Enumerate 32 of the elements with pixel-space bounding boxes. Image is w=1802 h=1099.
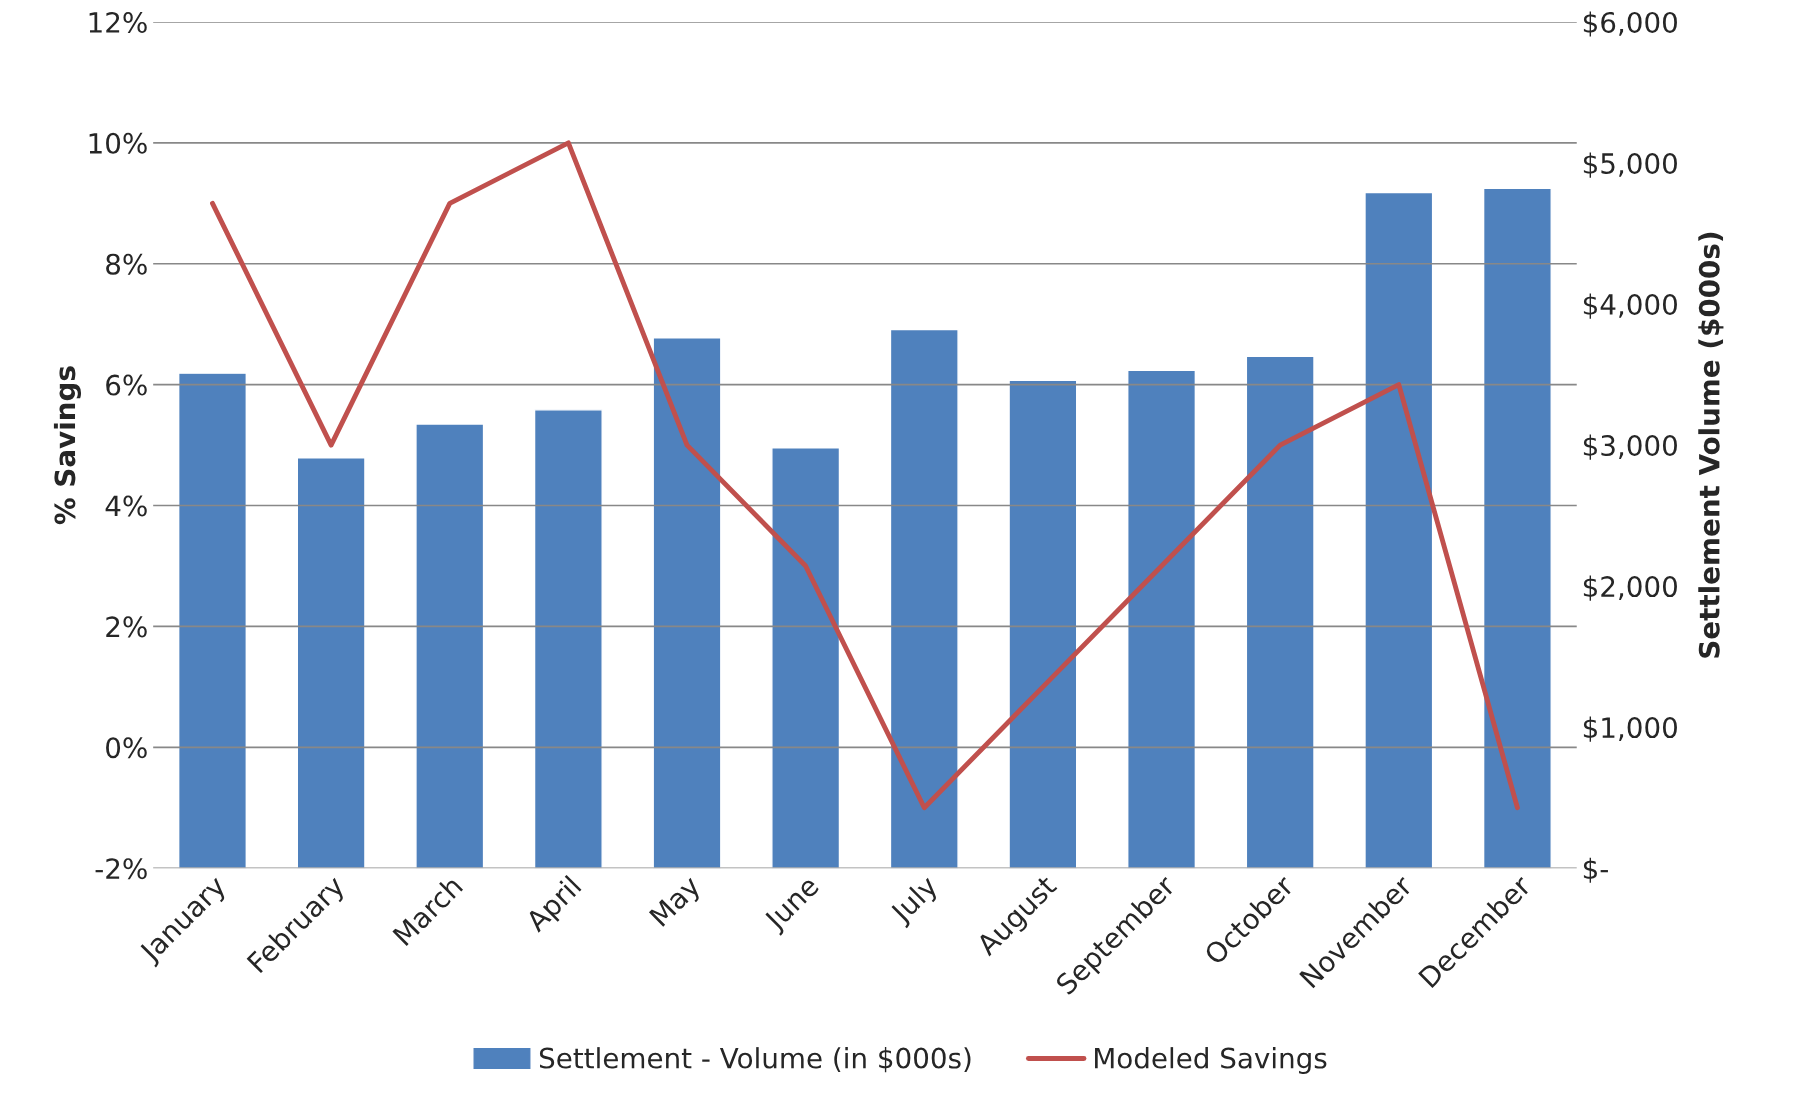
- y-axis-title: % Savings: [53, 366, 82, 525]
- y2-axis-title: Settlement Volume ($000s): [1698, 232, 1724, 658]
- y-tick-label: 12%: [89, 11, 147, 33]
- y-tick-label: 6%: [106, 374, 147, 396]
- y2-tick-label: $-: [1583, 857, 1608, 883]
- bar: [296, 457, 366, 869]
- y-tick-label: 0%: [106, 737, 147, 759]
- y2-tick-label: $3,000: [1583, 434, 1677, 460]
- y-tick-label: 10%: [89, 132, 147, 154]
- line-series: [210, 140, 1520, 811]
- bar: [177, 372, 247, 869]
- bar: [1008, 379, 1078, 869]
- bar: [1482, 187, 1552, 869]
- bar: [1364, 191, 1434, 869]
- y2-tick-label: $4,000: [1583, 293, 1677, 319]
- y2-tick-label: $5,000: [1583, 152, 1677, 178]
- y-tick-label: -2%: [95, 858, 147, 880]
- bar: [771, 447, 841, 869]
- bar: [415, 423, 485, 869]
- bar: [652, 337, 722, 869]
- y-tick-label: 2%: [106, 616, 147, 638]
- bar: [1245, 355, 1315, 869]
- legend-label: Settlement - Volume (in $000s): [539, 1047, 971, 1073]
- bar: [1127, 369, 1197, 869]
- y2-tick-label: $2,000: [1583, 575, 1677, 601]
- bar: [533, 409, 603, 869]
- y-tick-label: 4%: [105, 495, 147, 517]
- legend-label: Modeled Savings: [1095, 1047, 1327, 1074]
- y-tick-label: 8%: [106, 253, 147, 275]
- bar: [889, 328, 959, 869]
- y2-tick-label: $6,000: [1583, 11, 1677, 37]
- y2-tick-label: $1,000: [1583, 716, 1677, 742]
